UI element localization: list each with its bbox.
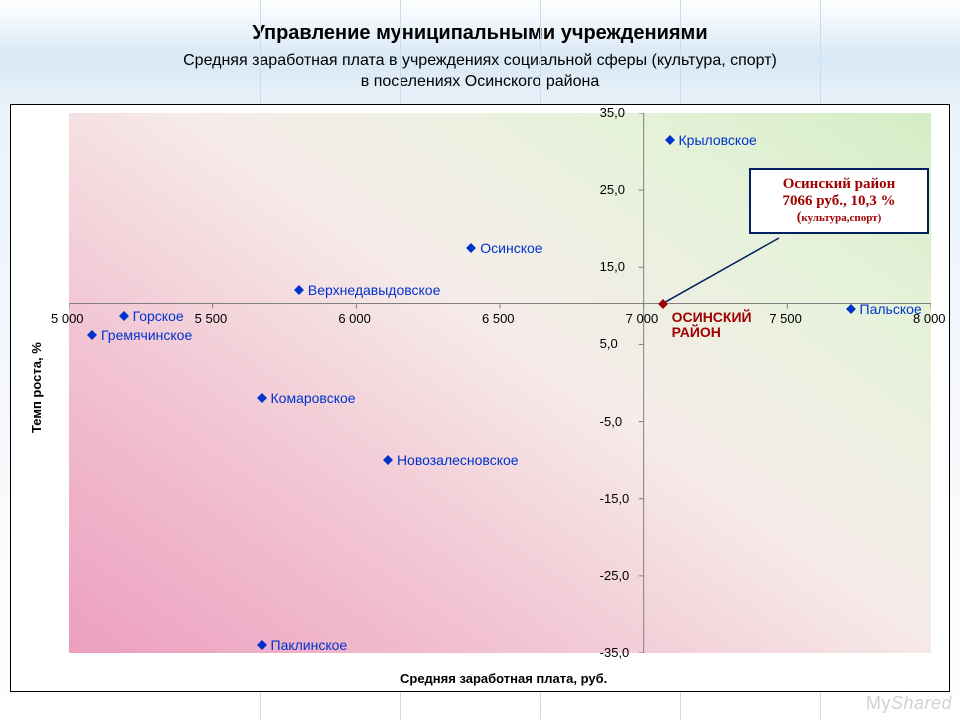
y-tick-label: -35,0 — [600, 645, 630, 660]
watermark-my: My — [866, 693, 891, 713]
callout-line2: 7066 руб., 10,3 % — [763, 193, 915, 210]
callout-line1: Осинский район — [763, 176, 915, 193]
page-subtitle: Средняя заработная плата в учреждениях с… — [0, 51, 960, 93]
x-tick-label: 7 000 — [626, 311, 659, 326]
data-point-label: Верхнедавыдовское — [308, 282, 441, 298]
y-tick-label: 5,0 — [600, 336, 618, 351]
y-tick-label: 25,0 — [600, 182, 625, 197]
plot-area: 5 0005 5006 0006 5007 0007 5008 000-35,0… — [69, 113, 931, 653]
callout-line3: (культура,спорт) — [763, 210, 915, 226]
y-tick-label: -5,0 — [600, 414, 622, 429]
callout-leader — [663, 238, 779, 304]
y-tick-label: -15,0 — [600, 491, 630, 506]
x-tick-label: 6 500 — [482, 311, 515, 326]
data-point-label: ОСИНСКИЙРАЙОН — [672, 310, 752, 341]
x-tick-label: 7 500 — [769, 311, 802, 326]
y-tick-label: -25,0 — [600, 568, 630, 583]
callout-box: Осинский район7066 руб., 10,3 %(культура… — [749, 168, 929, 234]
data-point-label: Осинское — [480, 240, 542, 256]
data-point-label: Горское — [133, 308, 184, 324]
data-point-label: Паклинское — [271, 637, 348, 653]
y-axis-title: Темп роста, % — [29, 342, 44, 433]
page-title: Управление муниципальными учреждениями — [0, 0, 960, 45]
y-tick-label: 15,0 — [600, 259, 625, 274]
data-point-label: Пальское — [860, 301, 922, 317]
data-point-label: Крыловское — [679, 132, 757, 148]
data-point-label: Новозалесновское — [397, 452, 519, 468]
x-tick-label: 5 000 — [51, 311, 84, 326]
subtitle-line1: Средняя заработная плата в учреждениях с… — [183, 52, 777, 69]
watermark: MyShared — [866, 693, 952, 714]
data-point-label: Комаровское — [271, 390, 356, 406]
chart-container: 5 0005 5006 0006 5007 0007 5008 000-35,0… — [10, 104, 950, 692]
x-tick-label: 5 500 — [195, 311, 228, 326]
y-tick-label: 35,0 — [600, 105, 625, 120]
x-tick-label: 6 000 — [338, 311, 371, 326]
subtitle-line2: в поселениях Осинского района — [361, 73, 599, 90]
x-axis-title: Средняя заработная плата, руб. — [400, 671, 607, 686]
watermark-shared: Shared — [891, 693, 952, 713]
data-point-label: Гремячинское — [101, 327, 192, 343]
